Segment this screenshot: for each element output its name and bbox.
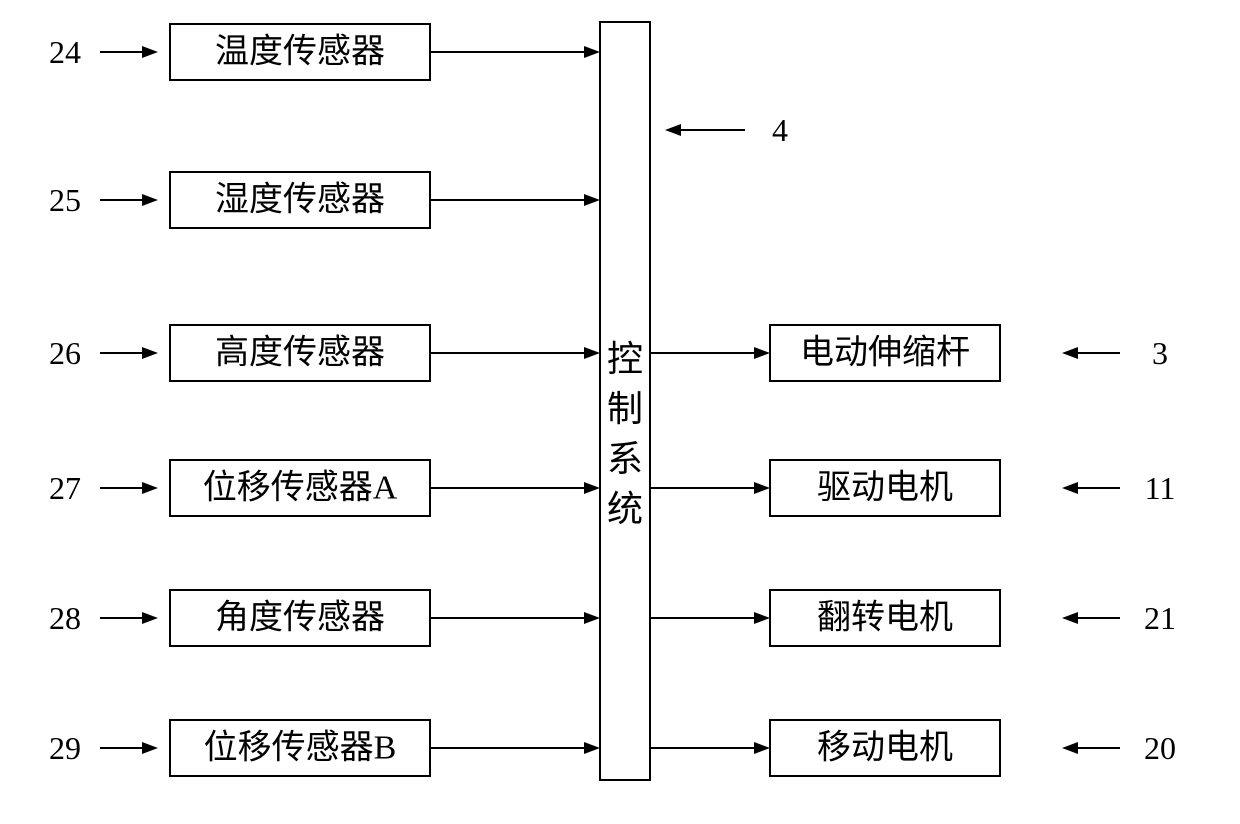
humid-sensor-refnum: 25: [49, 182, 81, 218]
height-sensor-label: 高度传感器: [215, 334, 385, 372]
disp-sensor-b-refnum: 29: [49, 730, 81, 766]
move-motor-label: 移动电机: [817, 729, 953, 767]
angle-sensor-label: 角度传感器: [215, 599, 385, 637]
elec-rod-refnum: 3: [1152, 335, 1168, 371]
flip-motor-refnum: 21: [1144, 600, 1176, 636]
central-controller-label: 系: [607, 439, 643, 479]
central-controller-label: 控: [607, 339, 643, 379]
central-controller-label: 制: [607, 389, 643, 429]
elec-rod-label: 电动伸缩杆: [800, 334, 970, 372]
block-diagram: 控制系统 4 温度传感器 24 湿度传感器 25 高度传感器 26 位移传感器A 27 角度传感器 2…: [0, 0, 1240, 824]
drive-motor-label: 驱动电机: [817, 469, 953, 507]
flip-motor-label: 翻转电机: [817, 599, 953, 637]
central-controller-label: 统: [607, 489, 643, 529]
angle-sensor-refnum: 28: [49, 600, 81, 636]
temp-sensor-label: 温度传感器: [215, 33, 385, 71]
disp-sensor-b-label: 位移传感器B: [204, 729, 397, 767]
disp-sensor-a-label: 位移传感器A: [203, 469, 398, 507]
height-sensor-refnum: 26: [49, 335, 81, 371]
ref-num-4: 4: [772, 112, 788, 148]
temp-sensor-refnum: 24: [49, 34, 81, 70]
drive-motor-refnum: 11: [1145, 470, 1176, 506]
disp-sensor-a-refnum: 27: [49, 470, 81, 506]
humid-sensor-label: 湿度传感器: [215, 181, 385, 219]
move-motor-refnum: 20: [1144, 730, 1176, 766]
